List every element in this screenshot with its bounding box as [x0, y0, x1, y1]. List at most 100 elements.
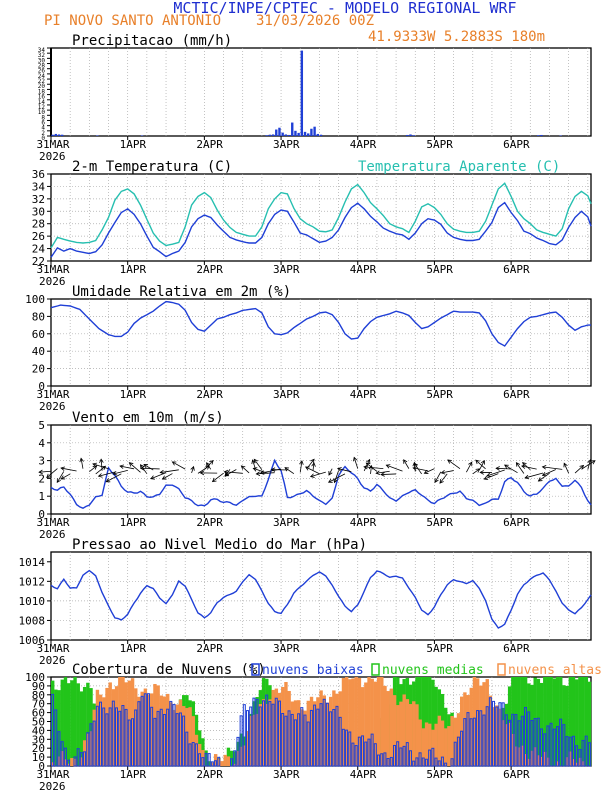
- cloud-bar-nuvens-altas: [134, 688, 138, 766]
- cloud-bar-nuvens-altas: [389, 688, 394, 766]
- y-tick-label: 50: [32, 716, 45, 729]
- x-tick-label: 31MAR: [36, 768, 69, 781]
- cloud-bar-nuvens-altas: [233, 763, 237, 766]
- y-tick-label: 60: [32, 707, 45, 720]
- cloud-bar-nuvens-baixas: [92, 720, 96, 767]
- wind-arrow: [447, 459, 461, 470]
- cloud-bar-nuvens-altas: [156, 685, 160, 766]
- wind-arrow-head: [385, 464, 391, 469]
- precip-bar: [281, 132, 284, 136]
- y-tick-label: 70: [32, 698, 45, 711]
- y-tick-label: 26: [38, 68, 46, 75]
- cloud-bar-nuvens-baixas: [249, 706, 253, 767]
- cloud-bar-nuvens-altas: [514, 746, 518, 766]
- cloud-bar-nuvens-altas: [488, 695, 493, 766]
- precip-bar: [537, 135, 540, 136]
- cloud-bar-nuvens-baixas: [466, 712, 470, 767]
- cloud-bar-nuvens-altas: [383, 685, 387, 766]
- cloud-bar-nuvens-baixas: [201, 757, 205, 767]
- cloud-bar-nuvens-baixas: [424, 758, 428, 767]
- wind-arrow: [98, 471, 116, 477]
- cloud-bar-nuvens-altas: [440, 720, 445, 766]
- cloud-bar-nuvens-baixas: [137, 701, 141, 767]
- cloud-bar-nuvens-baixas: [428, 749, 432, 767]
- wind-arrow: [224, 471, 243, 474]
- cloud-bar-nuvens-altas: [130, 678, 135, 766]
- cloud-bar-nuvens-altas: [399, 701, 403, 766]
- wind-arrow: [113, 469, 128, 475]
- cloud-bar-nuvens-medias: [207, 761, 211, 766]
- x-tick-label: 31MAR: [36, 642, 69, 655]
- cloud-bar-nuvens-medias: [546, 677, 550, 766]
- cloud-bar-nuvens-altas: [175, 704, 180, 766]
- cloud-bar-nuvens-baixas: [543, 733, 547, 767]
- series-line-Pressao: [50, 569, 592, 629]
- cloud-bar-nuvens-altas: [108, 682, 112, 766]
- wind-arrow: [140, 467, 160, 470]
- cloud-bar-nuvens-baixas: [504, 714, 508, 767]
- cloud-bar-nuvens-altas: [79, 757, 84, 766]
- cloud-bar-nuvens-altas: [530, 750, 534, 766]
- y-tick-label: 5: [38, 419, 45, 432]
- x-tick-label: 6APR: [503, 768, 530, 781]
- wind-arrow: [484, 473, 499, 480]
- y-tick-label: 20: [32, 742, 45, 755]
- cloud-bar-nuvens-altas: [568, 751, 573, 766]
- cloud-bar-nuvens-altas: [281, 686, 285, 766]
- cloud-bar-nuvens-baixas: [456, 736, 460, 767]
- y-tick-label: 0: [41, 135, 45, 142]
- cloud-bar-nuvens-altas: [444, 728, 448, 766]
- cloud-bar-nuvens-altas: [290, 701, 295, 766]
- cloud-bar-nuvens-baixas: [399, 747, 403, 767]
- cloud-bar-nuvens-baixas: [86, 732, 90, 767]
- wind-arrow-head: [412, 461, 417, 467]
- cloud-bar-nuvens-altas: [456, 713, 461, 766]
- header-location: PI NOVO SANTO ANTONIO: [44, 13, 221, 29]
- wind-arrow: [434, 471, 442, 483]
- y-tick-label: 24: [38, 73, 46, 80]
- cloud-bar-nuvens-baixas: [361, 735, 365, 767]
- cloud-bar-nuvens-medias: [533, 677, 537, 766]
- cloud-bar-nuvens-baixas: [565, 736, 569, 767]
- x-tick-label: 5APR: [426, 138, 453, 151]
- cloud-bar-nuvens-altas: [92, 709, 96, 766]
- cloud-bar-nuvens-baixas: [536, 717, 540, 767]
- cloud-bar-nuvens-altas: [98, 694, 103, 766]
- cloud-bar-nuvens-medias: [86, 682, 90, 766]
- cloud-bar-nuvens-altas: [303, 710, 307, 766]
- wind-arrow: [129, 462, 141, 473]
- cloud-bar-nuvens-baixas: [476, 710, 480, 767]
- precip-bar: [294, 130, 297, 136]
- cloud-bar-nuvens-baixas: [329, 711, 333, 767]
- cloud-bar-nuvens-baixas: [392, 744, 396, 767]
- cloud-bar-nuvens-altas: [124, 682, 128, 766]
- cloud-bar-nuvens-baixas: [313, 704, 317, 767]
- cloud-bar-nuvens-altas: [335, 693, 339, 766]
- precip-bar: [51, 134, 54, 136]
- cloud-bar-nuvens-altas: [121, 677, 125, 766]
- wind-arrow: [334, 470, 339, 483]
- cloud-bar-nuvens-baixas: [290, 713, 294, 767]
- x-tick-label: 5APR: [426, 516, 453, 529]
- cloud-bar-nuvens-baixas: [405, 742, 409, 767]
- cloud-bar-nuvens-medias: [575, 679, 579, 766]
- cloud-bar-nuvens-altas: [578, 757, 582, 766]
- cloud-bar-nuvens-baixas: [95, 705, 99, 767]
- cloud-bar-nuvens-baixas: [166, 708, 170, 767]
- x-tick-label: 4APR: [350, 642, 377, 655]
- precip-bar: [278, 127, 281, 136]
- wind-arrow: [542, 469, 557, 476]
- cloud-bar-nuvens-altas: [86, 733, 90, 766]
- cloud-bar-nuvens-altas: [51, 762, 55, 766]
- x-year-label: 2026: [39, 780, 66, 792]
- cloud-bar-nuvens-medias: [565, 685, 569, 766]
- wind-arrow: [46, 468, 58, 478]
- x-tick-label: 4APR: [350, 516, 377, 529]
- wind-arrow: [310, 471, 326, 478]
- wind-arrow-head: [46, 473, 51, 479]
- y-tick-label: 8: [41, 114, 45, 121]
- wind-arrow-head: [60, 466, 65, 471]
- wind-arrow: [253, 459, 263, 470]
- wind-arrow: [521, 465, 537, 470]
- cloud-bar-nuvens-altas: [581, 761, 585, 766]
